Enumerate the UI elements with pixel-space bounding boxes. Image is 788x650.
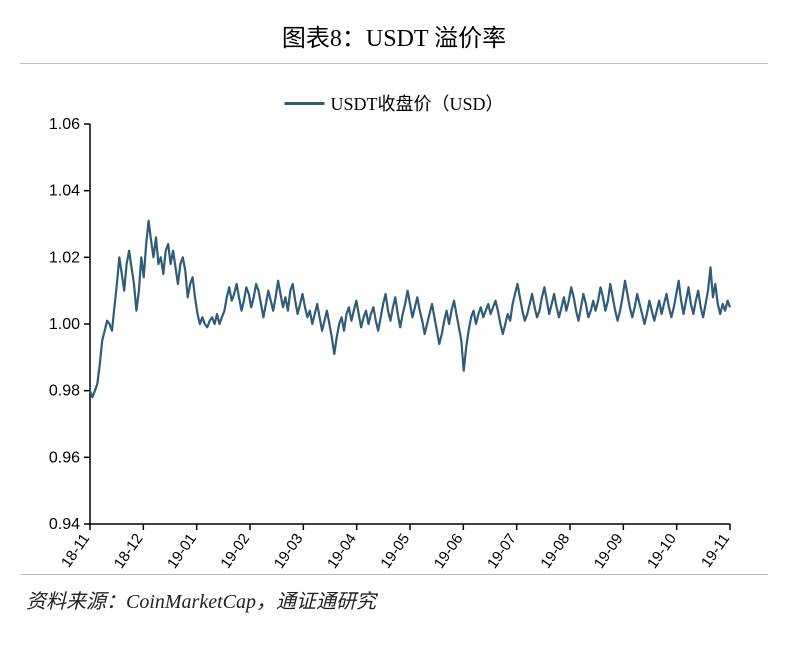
svg-text:1.04: 1.04	[49, 183, 80, 200]
svg-text:1.02: 1.02	[49, 249, 80, 266]
svg-text:0.96: 0.96	[49, 449, 80, 466]
svg-text:19-11: 19-11	[698, 531, 733, 571]
legend: USDT收盘价（USD）	[284, 90, 503, 116]
svg-text:19-09: 19-09	[591, 531, 627, 572]
svg-text:19-02: 19-02	[217, 531, 253, 572]
divider-top	[20, 63, 768, 64]
svg-text:19-01: 19-01	[164, 531, 200, 572]
chart-title: 图表8：USDT 溢价率	[20, 10, 768, 63]
svg-text:1.06: 1.06	[49, 116, 80, 133]
svg-text:0.98: 0.98	[49, 383, 80, 400]
chart-svg: 0.94 0.96 0.98 1.00 1.02 1.04 1.06 18-11 18-12 19…	[20, 74, 760, 584]
svg-text:19-06: 19-06	[431, 531, 467, 572]
svg-text:19-05: 19-05	[377, 531, 413, 572]
svg-text:18-12: 18-12	[111, 531, 147, 572]
legend-label: USDT收盘价（USD）	[330, 90, 503, 116]
legend-swatch	[284, 102, 324, 105]
svg-text:18-11: 18-11	[58, 531, 93, 571]
chart-area: USDT收盘价（USD） 0.94 0.96 0.98 1.00 1.02 1.04 1.0…	[20, 74, 768, 574]
svg-text:19-04: 19-04	[324, 531, 360, 572]
svg-text:19-08: 19-08	[537, 531, 573, 572]
svg-text:19-10: 19-10	[644, 531, 680, 572]
svg-text:19-07: 19-07	[484, 531, 520, 572]
svg-text:0.94: 0.94	[49, 516, 80, 533]
svg-text:1.00: 1.00	[49, 316, 80, 333]
svg-text:19-03: 19-03	[271, 531, 307, 572]
